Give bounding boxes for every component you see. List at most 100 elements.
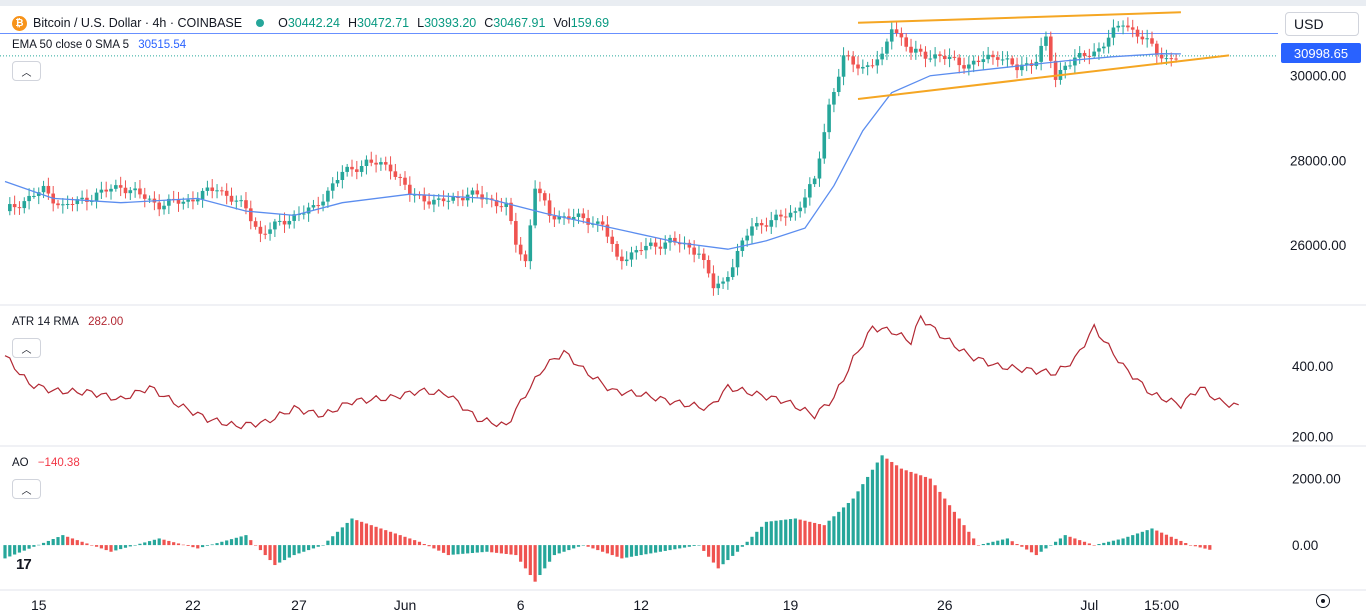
ao-bar (297, 545, 301, 554)
ao-bar (803, 520, 807, 546)
candle-body (846, 55, 851, 57)
candle-body (933, 54, 937, 59)
candle-body (663, 242, 668, 249)
ema-legend[interactable]: EMA 50 close 0 SMA 5 30515.54 (12, 39, 186, 51)
candle-body (567, 216, 571, 220)
ao-bar (90, 545, 94, 546)
ao-bar (678, 545, 682, 549)
candle-body (861, 66, 865, 69)
ao-bar (1000, 539, 1005, 546)
candle-body (514, 221, 518, 245)
candle-body (475, 190, 480, 195)
candle-body (624, 259, 629, 262)
ao-bar (147, 541, 152, 546)
ao-bar (697, 545, 701, 546)
ao-bar (172, 542, 176, 546)
ao-bar (220, 541, 224, 546)
ao-bar (846, 502, 850, 546)
ao-bar (287, 545, 291, 558)
ao-bar (1010, 541, 1014, 546)
candle-body (152, 198, 157, 203)
ao-bar (610, 545, 614, 556)
time-tick-label: 19 (783, 597, 799, 613)
ao-legend[interactable]: AO −140.38 (12, 457, 80, 469)
candle-body (1044, 36, 1048, 46)
ao-bar (509, 545, 513, 555)
ao-bar (99, 545, 103, 549)
ao-bar (485, 545, 489, 552)
candle-body (706, 260, 711, 274)
chevron-up-icon: ︿ (21, 344, 32, 356)
ao-bar (933, 485, 937, 546)
candle-body (263, 233, 268, 235)
ao-bar (928, 478, 932, 546)
ao-bar (682, 545, 687, 548)
ao-name: AO (12, 457, 29, 469)
collapse-atr-button[interactable]: ︿ (12, 338, 41, 358)
ao-bar (673, 545, 677, 550)
candle-body (682, 242, 687, 245)
ao-bar (528, 545, 532, 576)
ao-bar (1005, 538, 1010, 546)
ao-bar (210, 544, 214, 546)
collapse-legend-button[interactable]: ︿ (12, 61, 41, 81)
ao-bar (1198, 545, 1202, 548)
candle-body (836, 76, 841, 93)
candle-body (355, 169, 359, 172)
candle-body (547, 200, 552, 216)
ao-bar (615, 545, 619, 557)
ao-bar (456, 545, 460, 555)
candle-body (798, 207, 802, 212)
candle-body (1150, 38, 1154, 44)
ao-bar (904, 470, 908, 546)
ao-bar (162, 539, 166, 546)
candle-body (417, 194, 422, 196)
ao-bar (1054, 541, 1058, 546)
candle-body (147, 198, 152, 200)
candle-body (1068, 65, 1072, 67)
ao-bar (576, 545, 581, 547)
ao-bar (258, 545, 263, 551)
ao-bar (422, 543, 426, 546)
candle-body (851, 56, 855, 65)
ao-bar (196, 545, 200, 549)
gear-icon[interactable] (1316, 594, 1330, 608)
candle-body (673, 237, 677, 243)
ao-bar (1078, 540, 1082, 546)
ao-bar (1174, 538, 1178, 546)
ao-bar (61, 535, 65, 546)
ao-bar (952, 511, 956, 546)
candle-body (967, 64, 971, 69)
candle-body (759, 223, 764, 226)
ao-bar (1025, 545, 1029, 550)
ao-bar (639, 545, 643, 556)
collapse-ao-button[interactable]: ︿ (12, 479, 41, 499)
ao-bar (581, 545, 585, 546)
time-tick-label: Jun (394, 597, 417, 613)
ao-bar (890, 461, 894, 546)
ao-bar (1068, 536, 1072, 546)
symbol-legend[interactable]: ₿ Bitcoin / U.S. Dollar · 4h · COINBASE … (12, 14, 609, 32)
candle-body (528, 225, 533, 262)
candle-body (952, 56, 957, 58)
ao-bar (302, 545, 306, 552)
ao-bar (832, 516, 836, 546)
ao-bar (1164, 534, 1169, 546)
candle-body (793, 211, 798, 213)
ao-bar (360, 521, 364, 546)
tradingview-logo[interactable]: 17 (16, 556, 32, 573)
atr-legend[interactable]: ATR 14 RMA 282.00 (12, 316, 123, 328)
ao-bar (962, 525, 966, 546)
candle-body (740, 240, 745, 251)
candle-body (1159, 54, 1164, 59)
currency-selector[interactable]: USD (1285, 12, 1359, 36)
candle-body (856, 64, 860, 69)
time-tick-label: 15:00 (1144, 597, 1179, 613)
candle-body (191, 199, 195, 202)
ao-bar (870, 469, 875, 546)
ao-bar (470, 545, 475, 553)
candle-body (162, 205, 166, 210)
ao-bar (1029, 545, 1034, 553)
ao-bar (880, 455, 884, 546)
